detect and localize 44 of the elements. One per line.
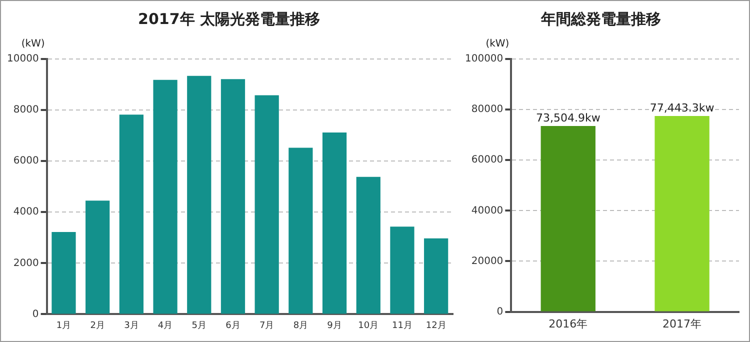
- x-tick-label: 3月: [124, 320, 139, 331]
- y-axis-title: (kW): [21, 38, 45, 50]
- bar: [52, 232, 76, 314]
- y-tick-label: 2000: [13, 258, 39, 269]
- bar: [86, 200, 110, 314]
- bar: [153, 80, 178, 314]
- x-tick-label: 10月: [358, 320, 379, 331]
- bar: [424, 238, 448, 314]
- x-tick-label: 6月: [226, 320, 240, 331]
- x-tick-label: 1月: [56, 320, 72, 331]
- x-tick-label: 11月: [392, 320, 412, 331]
- y-tick-label: 0: [496, 306, 504, 318]
- x-tick-label: 7月: [259, 320, 274, 331]
- bar: [119, 114, 144, 314]
- x-tick-label: 2月: [90, 320, 105, 331]
- data-label: 73,504.9kw: [536, 111, 600, 124]
- x-tick-label: 2016年: [548, 317, 588, 330]
- bar: [187, 76, 212, 314]
- x-tick-label: 9月: [327, 320, 342, 331]
- bar: [288, 148, 313, 314]
- x-tick-label: 2017年: [662, 317, 702, 330]
- y-axis-title: (kW): [486, 38, 510, 50]
- y-tick-label: 0: [32, 308, 39, 320]
- y-tick-label: 4000: [13, 206, 39, 218]
- x-tick-label: 12月: [426, 320, 446, 331]
- bar: [322, 132, 347, 314]
- y-tick-label: 10000: [7, 54, 39, 65]
- x-tick-label: 4月: [158, 320, 173, 331]
- data-label: 77,443.3kw: [650, 101, 714, 114]
- bar: [356, 176, 380, 314]
- y-tick-label: 20000: [471, 256, 504, 267]
- x-tick-label: 8月: [293, 320, 308, 331]
- x-tick-label: 5月: [192, 320, 206, 331]
- chart-title: 2017年 太陽光発電量推移: [138, 10, 320, 28]
- bar: [220, 79, 246, 314]
- chart-title: 年間総発電量推移: [540, 10, 661, 28]
- y-tick-label: 80000: [471, 104, 504, 116]
- bar: [390, 226, 414, 314]
- y-tick-label: 6000: [13, 156, 39, 167]
- y-tick-label: 8000: [13, 104, 39, 116]
- bar: [254, 95, 279, 314]
- y-tick-label: 40000: [471, 205, 504, 216]
- y-tick-label: 100000: [464, 54, 504, 65]
- y-tick-label: 60000: [471, 154, 504, 166]
